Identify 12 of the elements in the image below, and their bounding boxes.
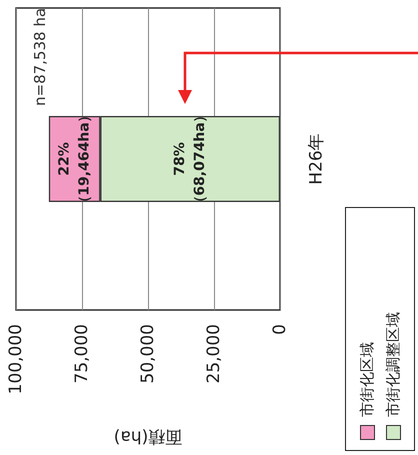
- x-axis-title: 面積(ha): [114, 426, 182, 446]
- text: 市街化区域: [358, 342, 376, 417]
- x-tick-label: 25,000: [204, 324, 224, 384]
- x-tick-label: 100,000: [6, 324, 26, 394]
- text: 市街化調整区域: [384, 312, 402, 417]
- data-label: 78% （68,074ha）: [172, 108, 208, 210]
- x-tick-label: 75,000: [72, 324, 92, 384]
- x-tick-label: 50,000: [138, 324, 158, 384]
- x-tick-label: 0: [270, 324, 290, 335]
- y-tick-label: H26年: [306, 133, 326, 185]
- data-label: 22% （19,464ha）: [56, 108, 93, 210]
- text: n=87,538 ha: [31, 8, 49, 106]
